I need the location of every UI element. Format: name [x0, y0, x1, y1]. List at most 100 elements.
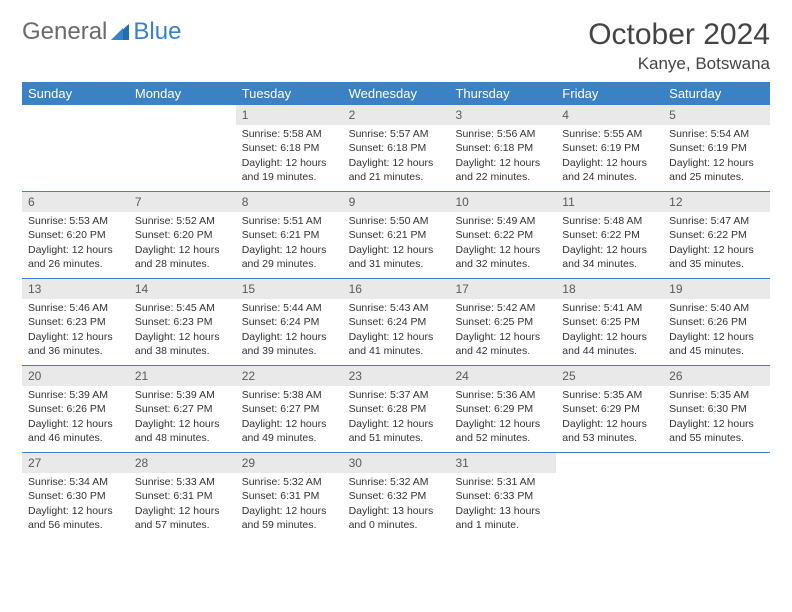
- day-number: 8: [236, 192, 343, 212]
- day-number: 9: [343, 192, 450, 212]
- day-body: Sunrise: 5:40 AMSunset: 6:26 PMDaylight:…: [663, 299, 770, 362]
- sunrise-text: Sunrise: 5:38 AM: [242, 388, 337, 402]
- daylight-text-1: Daylight: 12 hours: [135, 504, 230, 518]
- sunrise-text: Sunrise: 5:35 AM: [669, 388, 764, 402]
- sunrise-text: Sunrise: 5:46 AM: [28, 301, 123, 315]
- sunset-text: Sunset: 6:23 PM: [135, 315, 230, 329]
- day-cell: [663, 453, 770, 539]
- daylight-text-2: and 25 minutes.: [669, 170, 764, 184]
- day-number: 7: [129, 192, 236, 212]
- daylight-text-2: and 41 minutes.: [349, 344, 444, 358]
- day-body: Sunrise: 5:37 AMSunset: 6:28 PMDaylight:…: [343, 386, 450, 449]
- sunrise-text: Sunrise: 5:52 AM: [135, 214, 230, 228]
- sunset-text: Sunset: 6:20 PM: [28, 228, 123, 242]
- day-cell: 15Sunrise: 5:44 AMSunset: 6:24 PMDayligh…: [236, 279, 343, 365]
- sunrise-text: Sunrise: 5:39 AM: [135, 388, 230, 402]
- daylight-text-1: Daylight: 13 hours: [455, 504, 550, 518]
- daylight-text-2: and 51 minutes.: [349, 431, 444, 445]
- day-body: Sunrise: 5:55 AMSunset: 6:19 PMDaylight:…: [556, 125, 663, 188]
- day-number: 3: [449, 105, 556, 125]
- daylight-text-1: Daylight: 12 hours: [562, 330, 657, 344]
- sunset-text: Sunset: 6:27 PM: [242, 402, 337, 416]
- daylight-text-1: Daylight: 12 hours: [455, 330, 550, 344]
- daylight-text-1: Daylight: 12 hours: [562, 156, 657, 170]
- day-cell: 29Sunrise: 5:32 AMSunset: 6:31 PMDayligh…: [236, 453, 343, 539]
- daylight-text-2: and 48 minutes.: [135, 431, 230, 445]
- sunset-text: Sunset: 6:23 PM: [28, 315, 123, 329]
- day-cell: 5Sunrise: 5:54 AMSunset: 6:19 PMDaylight…: [663, 105, 770, 191]
- sunset-text: Sunset: 6:18 PM: [242, 141, 337, 155]
- day-number: 25: [556, 366, 663, 386]
- sunrise-text: Sunrise: 5:43 AM: [349, 301, 444, 315]
- week-row: 20Sunrise: 5:39 AMSunset: 6:26 PMDayligh…: [22, 366, 770, 453]
- day-body: Sunrise: 5:35 AMSunset: 6:29 PMDaylight:…: [556, 386, 663, 449]
- sunset-text: Sunset: 6:32 PM: [349, 489, 444, 503]
- day-number: 26: [663, 366, 770, 386]
- daylight-text-1: Daylight: 12 hours: [455, 156, 550, 170]
- day-body: Sunrise: 5:39 AMSunset: 6:26 PMDaylight:…: [22, 386, 129, 449]
- day-body: Sunrise: 5:52 AMSunset: 6:20 PMDaylight:…: [129, 212, 236, 275]
- daylight-text-2: and 24 minutes.: [562, 170, 657, 184]
- day-number: 2: [343, 105, 450, 125]
- day-number: 14: [129, 279, 236, 299]
- week-row: 13Sunrise: 5:46 AMSunset: 6:23 PMDayligh…: [22, 279, 770, 366]
- day-cell: 23Sunrise: 5:37 AMSunset: 6:28 PMDayligh…: [343, 366, 450, 452]
- daylight-text-1: Daylight: 12 hours: [242, 243, 337, 257]
- day-body: Sunrise: 5:53 AMSunset: 6:20 PMDaylight:…: [22, 212, 129, 275]
- day-body: Sunrise: 5:49 AMSunset: 6:22 PMDaylight:…: [449, 212, 556, 275]
- day-cell: 25Sunrise: 5:35 AMSunset: 6:29 PMDayligh…: [556, 366, 663, 452]
- day-body: Sunrise: 5:44 AMSunset: 6:24 PMDaylight:…: [236, 299, 343, 362]
- sunset-text: Sunset: 6:30 PM: [669, 402, 764, 416]
- day-cell: 21Sunrise: 5:39 AMSunset: 6:27 PMDayligh…: [129, 366, 236, 452]
- sunrise-text: Sunrise: 5:55 AM: [562, 127, 657, 141]
- dow-cell: Thursday: [449, 82, 556, 105]
- sunset-text: Sunset: 6:29 PM: [455, 402, 550, 416]
- daylight-text-2: and 22 minutes.: [455, 170, 550, 184]
- daylight-text-1: Daylight: 12 hours: [242, 330, 337, 344]
- sunrise-text: Sunrise: 5:36 AM: [455, 388, 550, 402]
- sunset-text: Sunset: 6:22 PM: [455, 228, 550, 242]
- day-cell: 7Sunrise: 5:52 AMSunset: 6:20 PMDaylight…: [129, 192, 236, 278]
- sunrise-text: Sunrise: 5:32 AM: [349, 475, 444, 489]
- daylight-text-2: and 28 minutes.: [135, 257, 230, 271]
- sunset-text: Sunset: 6:28 PM: [349, 402, 444, 416]
- day-cell: 27Sunrise: 5:34 AMSunset: 6:30 PMDayligh…: [22, 453, 129, 539]
- sunset-text: Sunset: 6:31 PM: [242, 489, 337, 503]
- daylight-text-2: and 38 minutes.: [135, 344, 230, 358]
- day-number: 28: [129, 453, 236, 473]
- daylight-text-1: Daylight: 12 hours: [242, 417, 337, 431]
- daylight-text-1: Daylight: 12 hours: [562, 243, 657, 257]
- calendar: Sunday Monday Tuesday Wednesday Thursday…: [22, 82, 770, 539]
- month-title: October 2024: [588, 18, 770, 52]
- day-number: 16: [343, 279, 450, 299]
- daylight-text-2: and 21 minutes.: [349, 170, 444, 184]
- day-cell: 11Sunrise: 5:48 AMSunset: 6:22 PMDayligh…: [556, 192, 663, 278]
- sunrise-text: Sunrise: 5:37 AM: [349, 388, 444, 402]
- sunrise-text: Sunrise: 5:39 AM: [28, 388, 123, 402]
- day-number: 29: [236, 453, 343, 473]
- sunrise-text: Sunrise: 5:32 AM: [242, 475, 337, 489]
- daylight-text-1: Daylight: 12 hours: [135, 243, 230, 257]
- day-body: Sunrise: 5:43 AMSunset: 6:24 PMDaylight:…: [343, 299, 450, 362]
- sunset-text: Sunset: 6:18 PM: [349, 141, 444, 155]
- day-cell: 2Sunrise: 5:57 AMSunset: 6:18 PMDaylight…: [343, 105, 450, 191]
- day-body: Sunrise: 5:38 AMSunset: 6:27 PMDaylight:…: [236, 386, 343, 449]
- day-cell: [129, 105, 236, 191]
- daylight-text-2: and 57 minutes.: [135, 518, 230, 532]
- sunrise-text: Sunrise: 5:53 AM: [28, 214, 123, 228]
- daylight-text-1: Daylight: 12 hours: [455, 243, 550, 257]
- day-cell: [22, 105, 129, 191]
- sunset-text: Sunset: 6:31 PM: [135, 489, 230, 503]
- day-number: 4: [556, 105, 663, 125]
- day-body: Sunrise: 5:41 AMSunset: 6:25 PMDaylight:…: [556, 299, 663, 362]
- sunrise-text: Sunrise: 5:34 AM: [28, 475, 123, 489]
- logo-sail-icon: [109, 22, 131, 42]
- day-cell: 3Sunrise: 5:56 AMSunset: 6:18 PMDaylight…: [449, 105, 556, 191]
- day-cell: [556, 453, 663, 539]
- daylight-text-1: Daylight: 12 hours: [28, 417, 123, 431]
- sunset-text: Sunset: 6:24 PM: [242, 315, 337, 329]
- week-row: 6Sunrise: 5:53 AMSunset: 6:20 PMDaylight…: [22, 192, 770, 279]
- sunset-text: Sunset: 6:24 PM: [349, 315, 444, 329]
- sunrise-text: Sunrise: 5:47 AM: [669, 214, 764, 228]
- daylight-text-1: Daylight: 12 hours: [28, 243, 123, 257]
